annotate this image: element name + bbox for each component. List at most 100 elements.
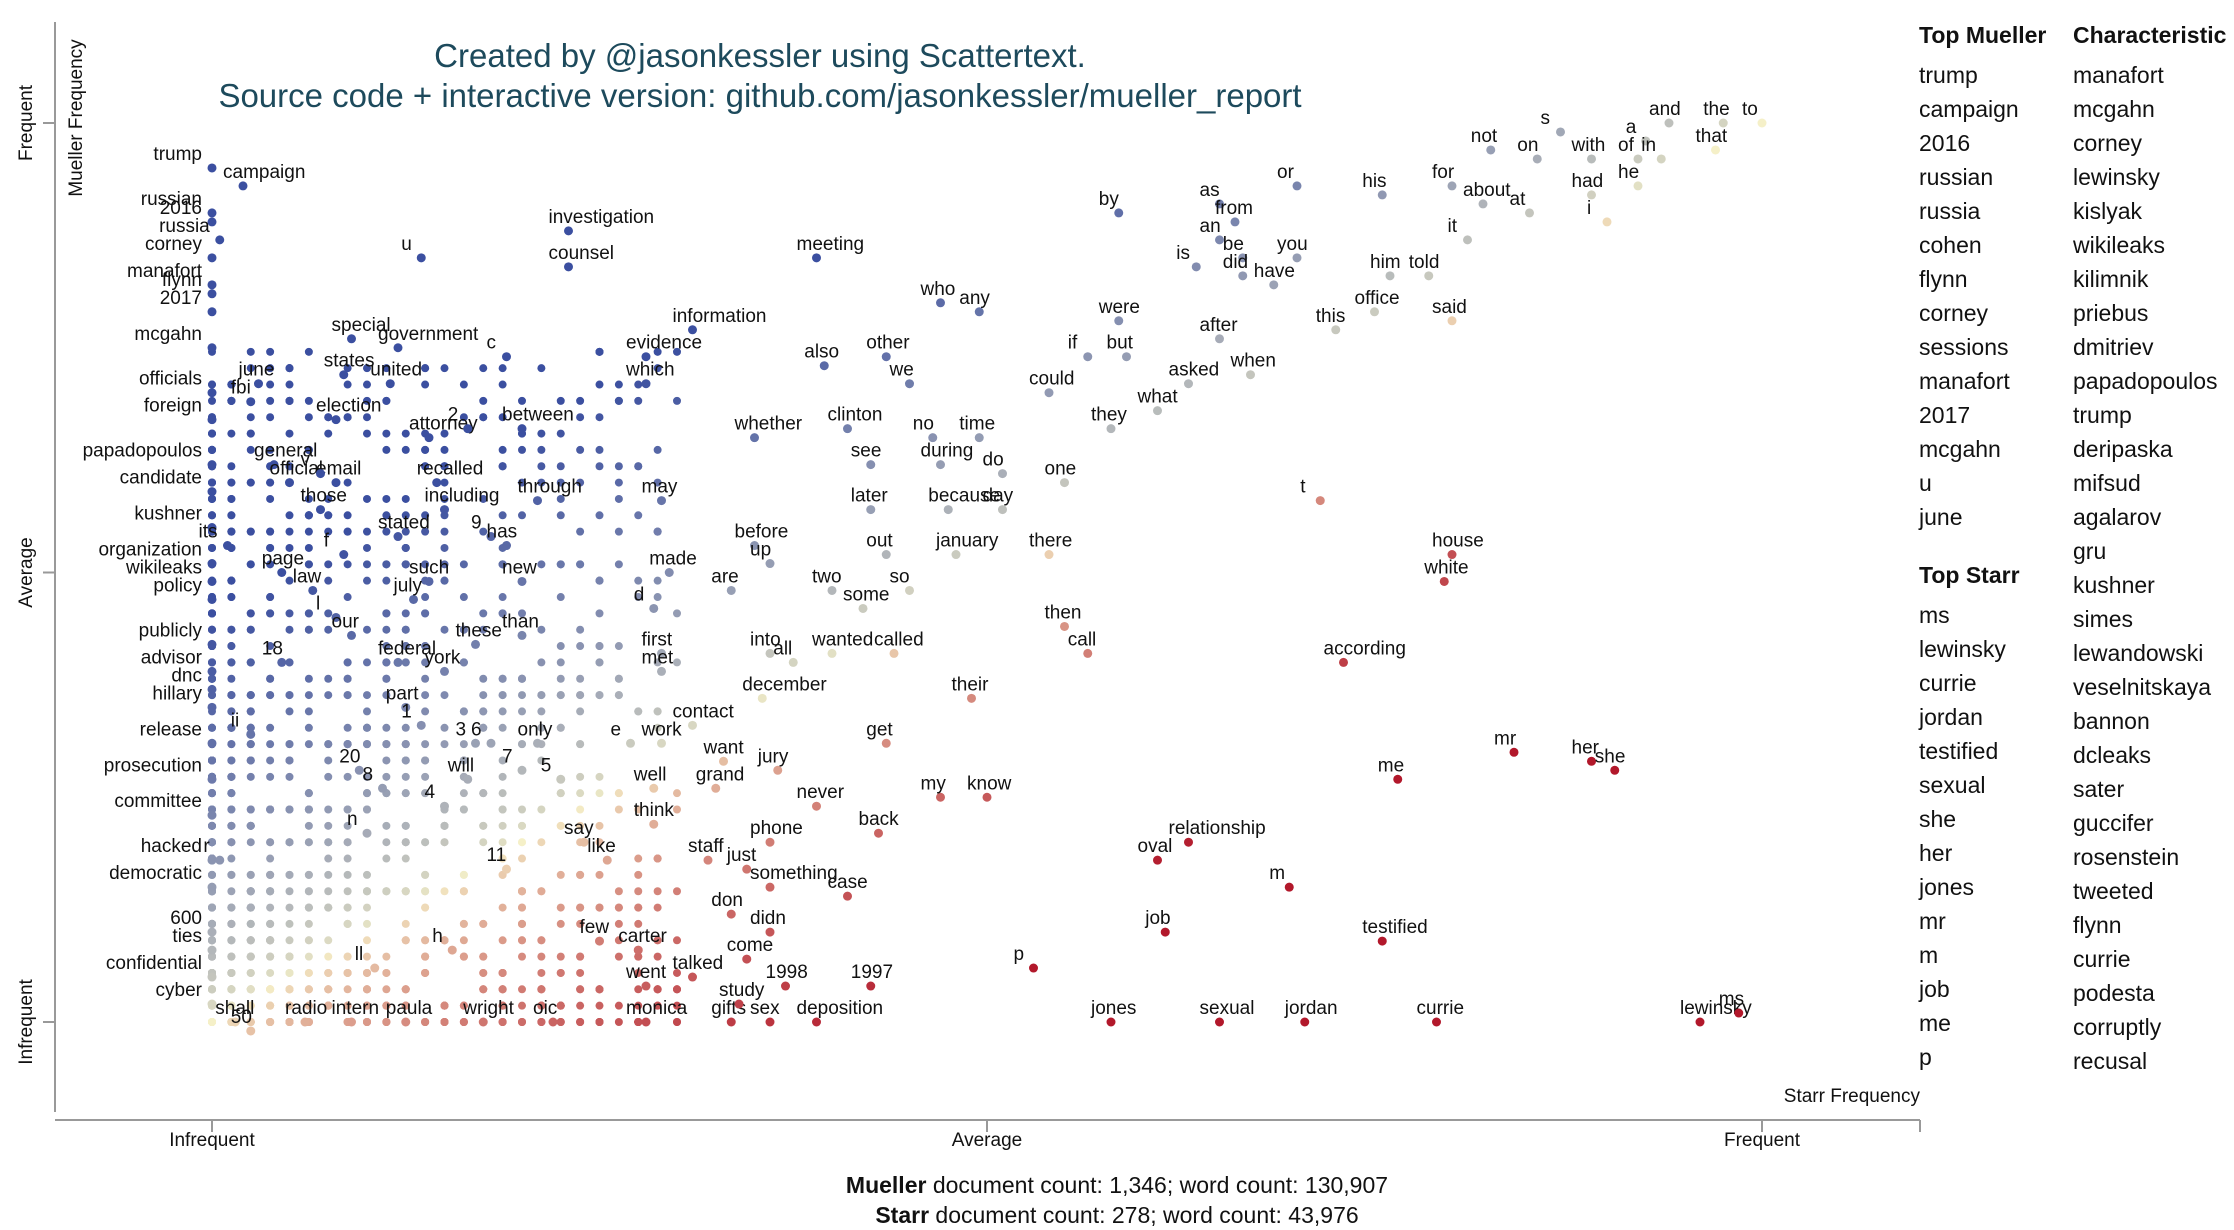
term-point[interactable] bbox=[1331, 325, 1341, 335]
term-label[interactable]: to bbox=[1742, 99, 1758, 120]
term-point[interactable] bbox=[1432, 1017, 1441, 1027]
term-point[interactable] bbox=[207, 343, 217, 353]
term-label[interactable]: 50 bbox=[231, 1007, 252, 1028]
term-point[interactable] bbox=[1370, 307, 1379, 317]
term-label[interactable]: papadopoulos bbox=[83, 441, 202, 462]
term-point[interactable] bbox=[711, 783, 721, 793]
characteristic-item[interactable]: gru bbox=[2073, 538, 2107, 564]
term-label[interactable]: called bbox=[874, 629, 924, 650]
term-label[interactable]: we bbox=[889, 360, 914, 381]
term-point[interactable] bbox=[633, 945, 643, 955]
term-label[interactable]: candidate bbox=[120, 468, 202, 489]
term-point[interactable] bbox=[827, 585, 837, 595]
term-label[interactable]: her bbox=[1572, 737, 1600, 758]
term-label[interactable]: up bbox=[750, 540, 771, 561]
top-mueller-item[interactable]: 2016 bbox=[1919, 130, 1971, 156]
term-label[interactable]: from bbox=[1215, 198, 1253, 219]
term-label[interactable]: his bbox=[1362, 171, 1386, 192]
term-label[interactable]: ties bbox=[172, 926, 202, 947]
term-label[interactable]: but bbox=[1107, 333, 1134, 354]
term-label[interactable]: made bbox=[649, 549, 697, 570]
term-label[interactable]: r bbox=[203, 836, 210, 857]
term-point[interactable] bbox=[928, 433, 938, 443]
term-point[interactable] bbox=[1377, 190, 1387, 200]
term-point[interactable] bbox=[657, 648, 666, 658]
term-label[interactable]: this bbox=[1316, 306, 1346, 327]
term-label[interactable]: v bbox=[301, 450, 311, 471]
term-label[interactable]: june bbox=[238, 360, 275, 381]
term-point[interactable] bbox=[347, 334, 356, 344]
term-label[interactable]: as bbox=[1200, 180, 1220, 201]
term-point[interactable] bbox=[207, 460, 217, 470]
top-starr-item[interactable]: sexual bbox=[1919, 772, 1986, 798]
term-point[interactable] bbox=[478, 1017, 488, 1027]
term-label[interactable]: july bbox=[393, 575, 423, 596]
term-label[interactable]: want bbox=[703, 737, 745, 758]
top-mueller-item[interactable]: u bbox=[1919, 470, 1932, 496]
term-point[interactable] bbox=[1114, 316, 1124, 326]
characteristic-item[interactable]: wikileaks bbox=[2073, 232, 2166, 258]
term-point[interactable] bbox=[1060, 478, 1069, 488]
term-label[interactable]: 1 bbox=[401, 701, 412, 722]
term-label[interactable]: their bbox=[952, 674, 990, 695]
characteristic-item[interactable]: corney bbox=[2073, 130, 2143, 156]
term-label[interactable]: well bbox=[633, 764, 667, 785]
characteristic-item[interactable]: tweeted bbox=[2073, 878, 2154, 904]
term-point[interactable] bbox=[1114, 208, 1124, 218]
term-label[interactable]: general bbox=[254, 441, 317, 462]
term-label[interactable]: something bbox=[750, 863, 838, 884]
characteristic-item[interactable]: currie bbox=[2073, 946, 2131, 972]
term-point[interactable] bbox=[517, 765, 527, 775]
term-label[interactable]: part bbox=[386, 683, 419, 704]
term-point[interactable] bbox=[432, 478, 442, 488]
term-point[interactable] bbox=[354, 765, 364, 775]
term-point[interactable] bbox=[765, 1017, 775, 1027]
term-point[interactable] bbox=[440, 801, 449, 811]
term-label[interactable]: is bbox=[1176, 243, 1190, 264]
term-label[interactable]: page bbox=[262, 549, 304, 570]
term-point[interactable] bbox=[1486, 145, 1496, 155]
term-point[interactable] bbox=[370, 963, 380, 973]
term-label[interactable]: government bbox=[378, 324, 479, 345]
term-label[interactable]: 9 bbox=[471, 513, 482, 534]
term-point[interactable] bbox=[424, 576, 434, 586]
term-label[interactable]: case bbox=[828, 872, 868, 893]
term-point[interactable] bbox=[331, 612, 341, 622]
term-label[interactable]: said bbox=[1432, 297, 1467, 318]
term-label[interactable]: she bbox=[1595, 746, 1626, 767]
term-label[interactable]: two bbox=[812, 566, 842, 587]
term-label[interactable]: paula bbox=[386, 998, 433, 1019]
term-label[interactable]: do bbox=[983, 450, 1004, 471]
term-label[interactable]: 5 bbox=[541, 755, 552, 776]
term-label[interactable]: campaign bbox=[223, 162, 305, 183]
term-point[interactable] bbox=[207, 666, 217, 676]
term-point[interactable] bbox=[347, 630, 356, 640]
term-label[interactable]: d bbox=[634, 584, 645, 605]
term-point[interactable] bbox=[331, 478, 341, 488]
top-mueller-item[interactable]: sessions bbox=[1919, 334, 2009, 360]
top-mueller-item[interactable]: flynn bbox=[1919, 266, 1968, 292]
characteristic-item[interactable]: trump bbox=[2073, 402, 2132, 428]
term-label[interactable]: first bbox=[642, 629, 673, 650]
term-point[interactable] bbox=[1292, 181, 1302, 191]
term-label[interactable]: because bbox=[928, 486, 1000, 507]
term-label[interactable]: of bbox=[1618, 135, 1635, 156]
term-point[interactable] bbox=[517, 576, 527, 586]
term-point[interactable] bbox=[1656, 154, 1666, 164]
term-label[interactable]: organization bbox=[98, 540, 202, 561]
term-point[interactable] bbox=[1029, 963, 1038, 973]
term-point[interactable] bbox=[843, 424, 852, 434]
term-label[interactable]: 6 bbox=[471, 719, 482, 740]
term-point[interactable] bbox=[1215, 235, 1224, 245]
term-point[interactable] bbox=[207, 810, 217, 820]
term-label[interactable]: by bbox=[1099, 189, 1120, 210]
term-label[interactable]: mcgahn bbox=[134, 324, 202, 345]
term-point[interactable] bbox=[339, 370, 349, 380]
term-point[interactable] bbox=[858, 603, 868, 613]
term-label[interactable]: job bbox=[1144, 908, 1170, 929]
term-label[interactable]: p bbox=[1014, 944, 1025, 965]
term-point[interactable] bbox=[649, 819, 659, 829]
term-point[interactable] bbox=[246, 1026, 256, 1036]
term-point[interactable] bbox=[548, 1017, 558, 1027]
term-label[interactable]: who bbox=[920, 279, 956, 300]
